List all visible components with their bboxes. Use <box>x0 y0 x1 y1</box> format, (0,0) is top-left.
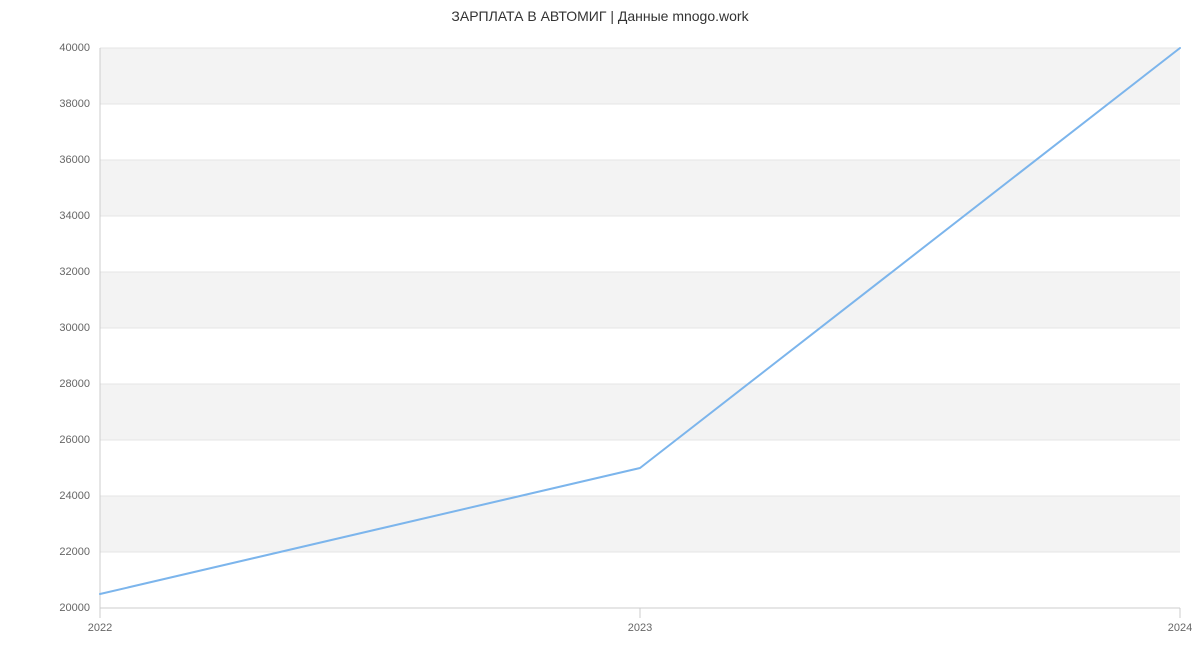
y-tick-label: 32000 <box>59 266 90 278</box>
y-tick-label: 28000 <box>59 378 90 390</box>
x-tick-marks <box>100 608 1180 618</box>
y-tick-label: 30000 <box>59 322 90 334</box>
y-tick-label: 38000 <box>59 98 90 110</box>
x-tick-label: 2022 <box>88 622 112 634</box>
x-tick-label: 2024 <box>1168 622 1192 634</box>
y-tick-label: 24000 <box>59 490 90 502</box>
y-tick-label: 34000 <box>59 210 90 222</box>
salary-line-chart: ЗАРПЛАТА В АВТОМИГ | Данные mnogo.work 2… <box>0 0 1200 650</box>
y-tick-label: 22000 <box>59 546 90 558</box>
y-tick-label: 36000 <box>59 154 90 166</box>
y-tick-label: 20000 <box>59 602 90 614</box>
y-tick-label: 26000 <box>59 434 90 446</box>
chart-svg <box>0 0 1200 650</box>
y-tick-label: 40000 <box>59 42 90 54</box>
x-tick-label: 2023 <box>628 622 652 634</box>
